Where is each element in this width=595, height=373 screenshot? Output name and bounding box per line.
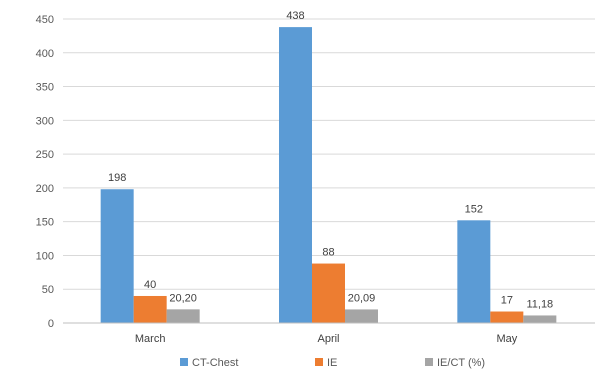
bar-ct-chest-april [279, 27, 312, 324]
y-tick-label: 450 [36, 14, 54, 26]
legend-swatch-ie [315, 358, 323, 366]
category-label-march: March [135, 333, 166, 345]
y-tick-label: 350 [36, 82, 54, 94]
y-tick-label: 150 [36, 217, 54, 229]
bar-ie-april [312, 263, 345, 323]
gridlines [63, 18, 595, 290]
data-label: 20,09 [348, 292, 376, 304]
legend-entry-ie-ct-: IE/CT (%) [437, 357, 485, 369]
bar-ie-ct--april [345, 309, 378, 323]
category-label-april: April [317, 333, 339, 345]
x-axis: March April May [63, 322, 595, 345]
data-label: 88 [322, 247, 334, 259]
y-tick-label: 0 [48, 318, 54, 330]
bar-ct-chest-may [457, 220, 491, 323]
y-axis-ticks: 0 50 100 150 200 250 300 350 400 450 [36, 14, 54, 330]
bar-ie-may [490, 311, 524, 323]
data-label: 198 [108, 172, 126, 184]
bar-ct-chest-march [100, 189, 134, 323]
y-tick-label: 300 [36, 115, 54, 127]
y-tick-label: 50 [42, 284, 54, 296]
data-labels: 198 40 20,20 438 88 20,09 152 17 11,18 [108, 10, 553, 310]
y-tick-label: 200 [36, 183, 54, 195]
bars [100, 27, 557, 324]
data-label: 152 [465, 203, 483, 215]
y-tick-label: 100 [36, 250, 54, 262]
bar-ie-ct--may [523, 315, 557, 323]
legend-swatch-ct-chest [180, 358, 188, 366]
category-label-may: May [496, 333, 517, 345]
bar-ie-ct--march [166, 309, 200, 323]
legend-entry-ct-chest: CT-Chest [192, 357, 238, 369]
data-label: 17 [501, 295, 513, 307]
legend-entry-ie: IE [327, 357, 337, 369]
bar-ie-march [133, 295, 167, 323]
legend: CT-Chest IE IE/CT (%) [180, 357, 485, 369]
data-label: 438 [286, 10, 304, 22]
data-label: 40 [144, 279, 156, 291]
y-tick-label: 250 [36, 149, 54, 161]
data-label: 11,18 [526, 298, 553, 310]
y-tick-label: 400 [36, 48, 54, 60]
data-label: 20,20 [169, 292, 197, 304]
legend-swatch-ie-ct- [425, 358, 433, 366]
